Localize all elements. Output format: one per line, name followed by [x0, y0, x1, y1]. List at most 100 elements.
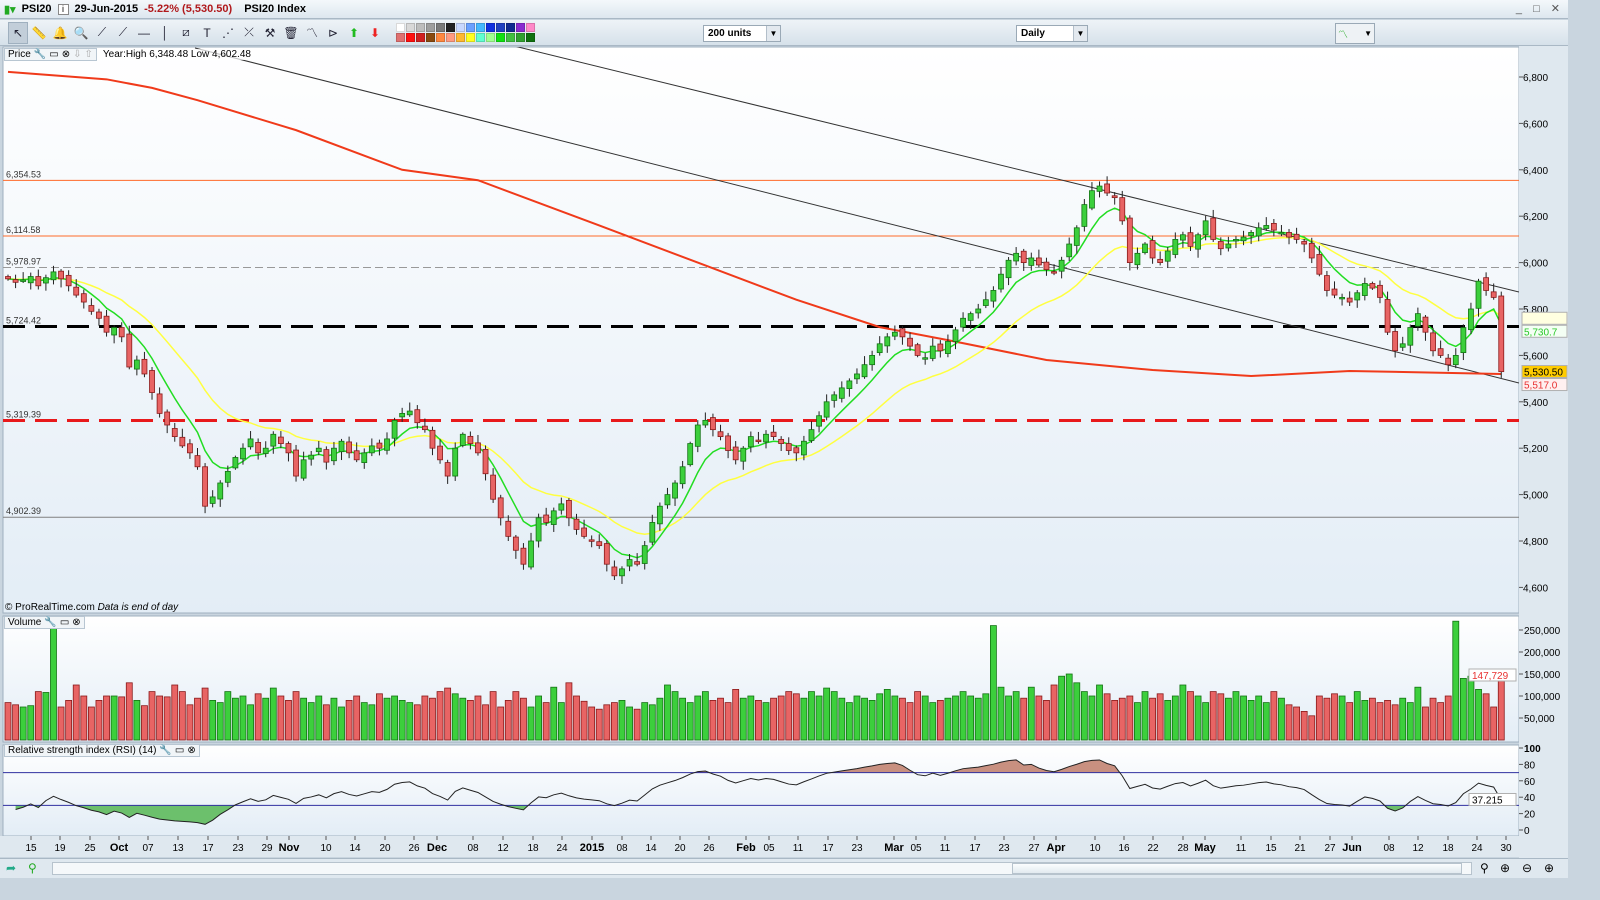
trash-icon[interactable]: 🗑 — [283, 25, 299, 40]
color-swatch[interactable] — [416, 23, 425, 32]
color-swatch[interactable] — [456, 33, 465, 42]
triangle-icon[interactable]: ⊳ — [327, 25, 339, 40]
wrench-icon[interactable]: 🔧 — [44, 616, 57, 628]
volume-bar — [376, 693, 383, 741]
up-arrow-icon[interactable]: ⬆ — [348, 25, 360, 40]
candle — [1164, 250, 1171, 262]
color-swatch[interactable] — [506, 33, 515, 42]
color-swatch[interactable] — [486, 23, 495, 32]
wrench-icon[interactable]: 🔧 — [159, 744, 172, 756]
color-swatch[interactable] — [496, 33, 505, 42]
color-swatch[interactable] — [466, 23, 475, 32]
color-swatch[interactable] — [446, 33, 455, 42]
candles-icon[interactable]: ▮▾ — [4, 3, 16, 16]
chevron-down-icon[interactable]: ▼ — [1364, 29, 1372, 38]
color-swatch[interactable] — [426, 23, 435, 32]
volume-bar — [520, 697, 527, 741]
window-icon[interactable]: ▭ — [59, 616, 70, 628]
segment-icon[interactable]: ⟋ — [97, 25, 107, 39]
color-swatch[interactable] — [516, 23, 525, 32]
volume-bar — [1361, 700, 1369, 741]
vertical-line-icon[interactable]: │ — [161, 25, 169, 40]
volume-bar — [762, 702, 770, 741]
chart-area[interactable]: 6,800 6,600 6,400 6,200 6,000 5,800 5,600 5,400… — [0, 46, 1568, 858]
pointer-icon[interactable]: ↖ — [8, 21, 28, 44]
color-swatch[interactable] — [416, 33, 425, 42]
chevron-down-icon[interactable]: ▼ — [1073, 26, 1087, 41]
line-icon[interactable]: ⟋ — [118, 25, 128, 39]
candle — [1278, 232, 1285, 235]
color-swatch[interactable] — [436, 33, 445, 42]
pattern-icon[interactable]: 〽 — [305, 26, 318, 40]
indicators-button[interactable]: 〽 ▼ — [1335, 23, 1375, 44]
info-icon[interactable]: i — [57, 3, 69, 15]
close-icon[interactable]: ⊗ — [61, 48, 71, 60]
candles-icon[interactable]: ⚲ — [28, 861, 37, 875]
ruler-icon[interactable]: 📏 — [31, 25, 47, 40]
ma-long-line — [7, 70, 1502, 378]
color-swatch[interactable] — [436, 23, 445, 32]
window-icon[interactable]: ▭ — [174, 744, 185, 756]
candle — [801, 440, 807, 456]
candle — [952, 329, 959, 342]
color-swatch[interactable] — [496, 23, 505, 32]
color-swatch[interactable] — [516, 33, 525, 42]
symbol-label[interactable]: PSI20 — [21, 3, 52, 15]
scroll-thumb[interactable] — [1012, 863, 1462, 874]
x-axis-label: 21 — [1294, 843, 1306, 854]
candle — [262, 447, 269, 454]
export-icon[interactable]: ➦ — [6, 861, 17, 875]
period-select[interactable]: Daily ▼ — [1016, 25, 1088, 42]
volume-bar — [724, 702, 732, 741]
horizontal-line-icon[interactable]: — — [138, 25, 150, 40]
color-swatch[interactable] — [406, 33, 415, 42]
zoom-fit-icon[interactable]: ⊕ — [1500, 861, 1511, 875]
candle — [891, 331, 898, 337]
color-swatch[interactable] — [396, 23, 405, 32]
pin-icon[interactable]: ⚲ — [1480, 861, 1489, 875]
move-up-icon[interactable]: ⇧ — [84, 48, 93, 60]
tools-icon[interactable]: ⚒ — [264, 25, 276, 40]
candle — [566, 499, 572, 519]
color-swatch[interactable] — [506, 23, 515, 32]
chevron-down-icon[interactable]: ▼ — [766, 26, 780, 41]
color-swatch[interactable] — [526, 33, 535, 42]
color-swatch[interactable] — [476, 33, 485, 42]
color-swatch[interactable] — [446, 23, 455, 32]
move-down-icon[interactable]: ⇩ — [73, 48, 82, 60]
candle — [285, 443, 292, 454]
color-swatch[interactable] — [476, 23, 485, 32]
color-swatch[interactable] — [406, 23, 415, 32]
close-icon[interactable]: ⊗ — [72, 616, 81, 628]
close-icon[interactable]: ⊗ — [187, 744, 196, 756]
channel-icon[interactable]: ⧄ — [182, 25, 190, 39]
zoom-out-icon[interactable]: ⊖ — [1522, 861, 1533, 875]
color-swatch[interactable] — [486, 33, 495, 42]
zoom-icon[interactable]: 🔍 — [73, 25, 89, 40]
candle — [998, 273, 1004, 290]
alarm-bell-icon[interactable]: 🔔 — [52, 25, 68, 40]
gann-icon[interactable]: ⤫ — [244, 25, 254, 39]
fibonacci-icon[interactable]: ⋰ — [222, 25, 234, 40]
volume-bar — [1285, 704, 1293, 741]
horizontal-scrollbar[interactable]: ➦ ⚲ ⚲ ⊕ ⊖ ⊕ — [0, 858, 1568, 878]
color-swatch[interactable] — [466, 33, 475, 42]
window-buttons[interactable]: _ □ ✕ — [1515, 3, 1564, 15]
candle — [133, 359, 140, 370]
color-swatch[interactable] — [526, 23, 535, 32]
volume-axis-label: 100,000 — [1524, 692, 1561, 703]
color-swatch[interactable] — [456, 23, 465, 32]
units-select[interactable]: 200 units ▼ — [703, 25, 781, 42]
candle — [452, 447, 459, 477]
color-swatch[interactable] — [426, 33, 435, 42]
volume-bar — [967, 695, 975, 741]
window-icon[interactable]: ▭ — [49, 48, 59, 60]
zoom-in-icon[interactable]: ⊕ — [1544, 861, 1555, 875]
text-icon[interactable]: T — [203, 25, 211, 40]
down-arrow-icon[interactable]: ⬇ — [369, 25, 381, 40]
volume-bar — [497, 706, 505, 741]
volume-bar — [34, 691, 42, 741]
candle — [611, 566, 618, 577]
color-swatch[interactable] — [396, 33, 405, 42]
wrench-icon[interactable]: 🔧 — [33, 48, 47, 60]
